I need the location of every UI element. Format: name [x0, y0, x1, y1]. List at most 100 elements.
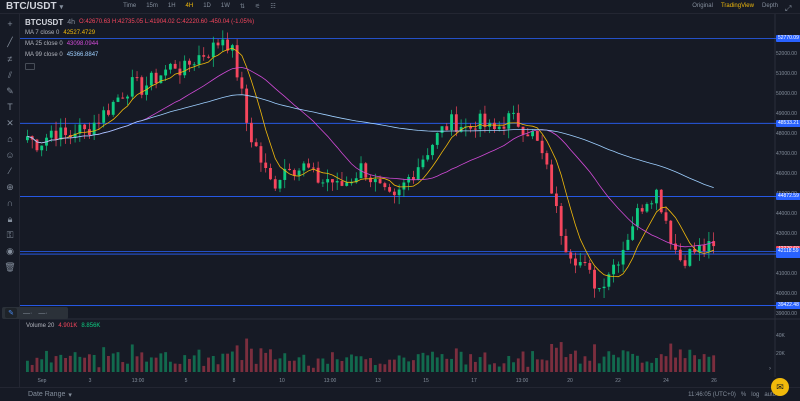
symbol-selector[interactable]: BTC/USDT ▾	[6, 1, 63, 12]
volume-bar	[145, 361, 148, 372]
emoji-icon[interactable]: ☺	[5, 150, 15, 160]
volume-bar	[135, 356, 139, 372]
lock-icon[interactable]: 🔒︎	[7, 213, 13, 224]
collapse-legend-icon[interactable]	[25, 63, 35, 70]
volume-bar	[659, 354, 663, 372]
brush-icon[interactable]: ✎	[6, 85, 14, 96]
eye-icon[interactable]: ◉	[6, 245, 14, 256]
volume-bar	[130, 344, 134, 372]
chevron-down-icon: ▾	[59, 3, 64, 11]
volume-bar	[531, 351, 535, 372]
interval-15m[interactable]: 15m	[146, 3, 158, 9]
time-tick-label: 13:00	[515, 378, 529, 384]
volume-bar	[111, 353, 115, 372]
candle-body	[83, 124, 87, 130]
volume-bar	[431, 351, 434, 372]
volume-bar	[612, 354, 616, 372]
volume-bar	[674, 357, 677, 372]
ma25-line	[27, 67, 714, 248]
trendline-icon[interactable]: ╱	[7, 36, 13, 47]
volume-bar	[626, 351, 630, 372]
candle-body	[526, 134, 530, 137]
candle-body	[130, 77, 134, 97]
scroll-right-icon[interactable]: ›	[769, 366, 771, 372]
candle-body	[49, 130, 53, 138]
ruler-icon[interactable]: ⁄	[9, 166, 11, 176]
volume-bar	[359, 356, 363, 372]
time-tick-label: 13:00	[131, 378, 145, 384]
candle-body	[421, 159, 425, 168]
candle-body	[59, 127, 63, 140]
candle-body	[330, 179, 334, 183]
candle-body	[564, 235, 568, 253]
candle-body	[197, 55, 201, 65]
interval-1d[interactable]: 1D	[203, 3, 211, 9]
candle-body	[159, 75, 163, 84]
line-style-icon[interactable]: —·	[23, 309, 33, 317]
volume-bar	[521, 351, 525, 372]
measure-icon[interactable]: ⌂	[7, 134, 13, 144]
volume-bar	[121, 362, 125, 372]
candle-body	[383, 183, 387, 188]
fullscreen-icon[interactable]: ⤢	[785, 4, 792, 13]
candle-body	[712, 241, 716, 247]
volume-bar	[35, 357, 39, 372]
volume-bar	[59, 354, 63, 372]
interval-time[interactable]: Time	[123, 3, 137, 9]
time-axis[interactable]: Sep 3 13:00 5 8 10 13:00 13 15 17 13:00 20 22 24 26	[20, 377, 780, 387]
candle-body	[392, 191, 396, 196]
horizontal-line-icon[interactable]: ≠	[7, 54, 13, 64]
candle-body	[612, 264, 616, 275]
volume-value-2: 8.856K	[81, 323, 101, 329]
volume-bar	[211, 355, 215, 372]
magnet-icon[interactable]: ∩	[6, 198, 14, 208]
interval-1w[interactable]: 1W	[220, 3, 230, 9]
candle-body	[111, 101, 115, 115]
text-icon[interactable]: T	[7, 102, 13, 112]
pencil-icon[interactable]: ✎	[5, 308, 17, 318]
volume-bar	[702, 354, 706, 372]
indicator-icon[interactable]: ⇅	[239, 4, 245, 10]
auto-toggle[interactable]: auto	[764, 391, 776, 398]
ma7-label: MA 7 close 0	[25, 30, 60, 36]
volume-bar	[354, 356, 358, 372]
view-tradingview[interactable]: TradingView	[720, 3, 754, 9]
interval-4h[interactable]: 4H	[185, 3, 194, 9]
volume-bar	[278, 358, 282, 372]
chart-type-icon[interactable]: ⚟	[254, 4, 261, 10]
log-toggle[interactable]: log	[751, 391, 760, 398]
pattern-icon[interactable]: ✕	[6, 117, 14, 128]
candle-body	[216, 42, 220, 46]
date-range-button[interactable]: Date Range	[28, 391, 66, 398]
candle-body	[140, 77, 144, 95]
time-tick-label: 20	[567, 378, 573, 384]
candle-body	[664, 212, 668, 221]
view-original[interactable]: Original	[692, 3, 713, 9]
trash-icon[interactable]: 🗑︎	[4, 261, 16, 272]
volume-bar	[502, 363, 506, 372]
chat-support-button[interactable]: ✉	[771, 378, 789, 396]
candle-body	[207, 56, 210, 58]
candle-body	[278, 179, 282, 189]
candle-body	[650, 203, 654, 205]
candle-body	[431, 144, 434, 156]
legend-symbol: BTCUSDT	[25, 18, 64, 27]
settings-tools-icon[interactable]: ☷	[270, 4, 276, 10]
volume-bar	[607, 351, 611, 372]
crosshair-icon[interactable]: +	[7, 19, 13, 29]
candle-body	[521, 126, 525, 135]
lock-drawings-icon[interactable]: ⚿	[6, 229, 14, 240]
volume-bar	[540, 359, 544, 372]
time-tick-label: 17	[471, 378, 477, 384]
candle-body	[697, 245, 701, 253]
view-depth[interactable]: Depth	[761, 3, 778, 9]
volume-bar	[445, 358, 449, 372]
zoom-icon[interactable]: ⊕	[6, 181, 14, 192]
volume-bar	[554, 347, 558, 372]
line-width-icon[interactable]: —·	[38, 309, 48, 317]
interval-1h[interactable]: 1H	[167, 3, 176, 9]
candle-body	[545, 153, 549, 165]
pitchfork-icon[interactable]: ⫽	[7, 69, 12, 80]
percent-toggle[interactable]: %	[740, 391, 747, 398]
